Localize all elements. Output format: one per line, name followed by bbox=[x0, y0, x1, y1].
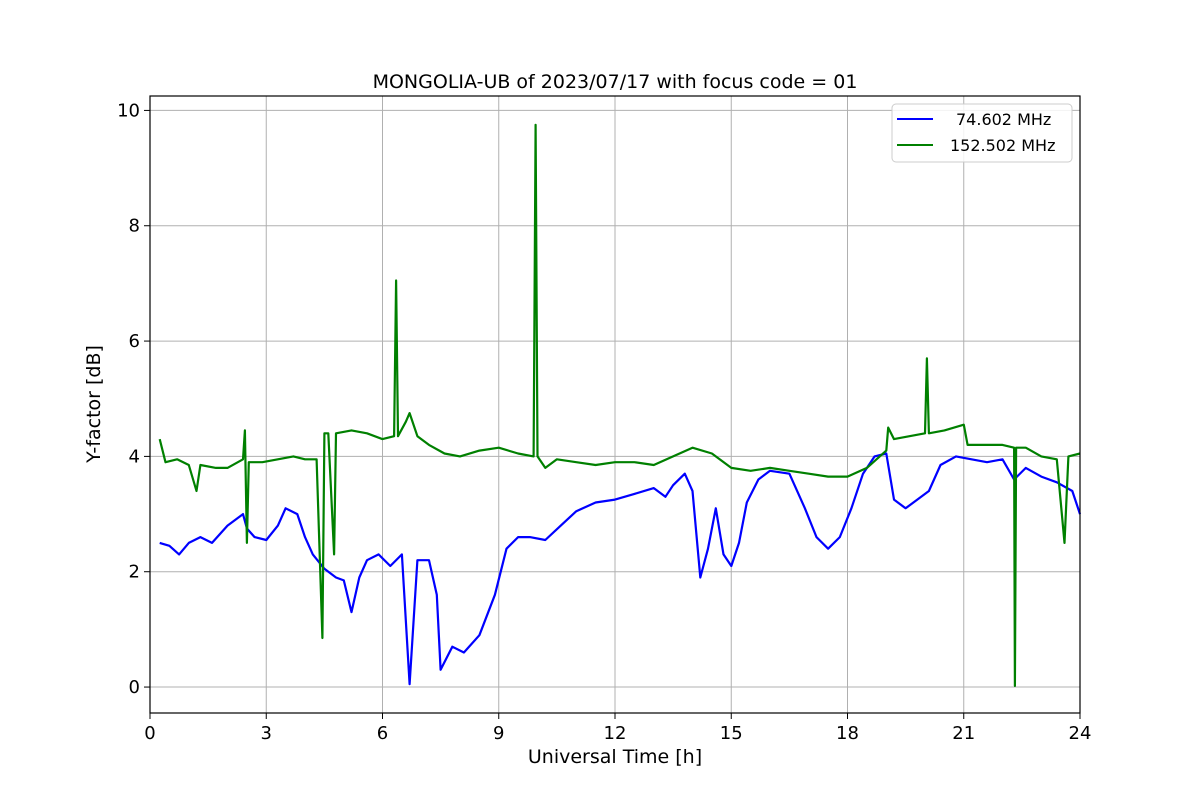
chart-title: MONGOLIA-UB of 2023/07/17 with focus cod… bbox=[373, 71, 858, 93]
y-tick-label: 8 bbox=[129, 216, 140, 237]
legend-box bbox=[891, 103, 1073, 163]
x-tick-label: 12 bbox=[604, 723, 627, 744]
x-tick-label: 24 bbox=[1069, 723, 1092, 744]
series-layer bbox=[158, 123, 1082, 687]
legend-label-152-502: 152.502 MHz bbox=[950, 136, 1055, 155]
x-tick-label: 15 bbox=[720, 723, 743, 744]
legend-label-74-602: 74.602 MHz bbox=[956, 110, 1051, 129]
x-tick-label: 21 bbox=[952, 723, 975, 744]
y-tick-label: 6 bbox=[129, 331, 140, 352]
y-tick-label: 4 bbox=[129, 446, 140, 467]
legend: 74.602 MHz 152.502 MHz bbox=[891, 103, 1073, 163]
series-line-74-602 bbox=[159, 452, 1082, 686]
y-tick-label: 2 bbox=[129, 562, 140, 583]
x-tick-label: 3 bbox=[261, 723, 272, 744]
x-tick-label: 9 bbox=[493, 723, 504, 744]
x-axis-label: Universal Time [h] bbox=[528, 746, 702, 768]
y-tick-label: 10 bbox=[117, 100, 140, 121]
x-tick-label: 6 bbox=[377, 723, 388, 744]
y-axis-label: Y-factor [dB] bbox=[83, 345, 105, 464]
x-tick-label: 0 bbox=[144, 723, 155, 744]
series-line-152-502 bbox=[158, 123, 1081, 687]
y-tick-label: 0 bbox=[129, 677, 140, 698]
x-tick-label: 18 bbox=[836, 723, 859, 744]
